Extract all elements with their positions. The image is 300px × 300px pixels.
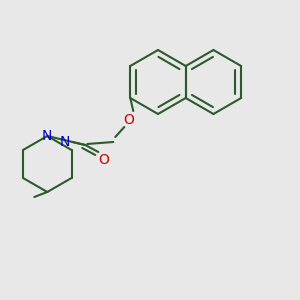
Text: O: O (98, 153, 109, 167)
Text: N: N (42, 129, 52, 143)
Text: O: O (123, 113, 134, 127)
Text: N: N (60, 135, 70, 149)
